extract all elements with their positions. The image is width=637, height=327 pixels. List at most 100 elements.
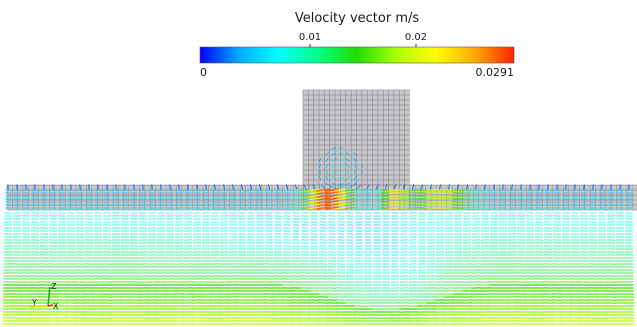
velocity-vector [448,184,450,190]
velocity-vector [196,184,198,190]
velocity-vector [353,152,357,156]
velocity-vector [308,197,320,201]
velocity-vector [335,206,347,210]
velocity-vector [320,184,326,190]
velocity-vector [354,163,356,169]
velocity-vector [332,169,336,175]
velocity-vector [345,192,355,194]
velocity-vector [312,184,316,190]
velocity-vector [316,188,330,192]
velocity-vector [331,147,337,149]
velocity-vector [326,169,328,175]
velocity-vector [430,184,432,190]
velocity-vector [335,203,347,207]
legend-title: Velocity vector m/s [295,11,420,26]
velocity-vector [325,163,329,169]
velocity-vector [324,152,330,156]
mesh-channel [7,185,637,210]
legend-tick-label-2: 0.02 [405,32,427,43]
velocity-vector [169,184,171,190]
mesh-geometry [6,89,637,211]
velocity-vector [316,200,330,204]
legend-min-label: 0 [200,66,207,79]
velocity-vector [318,157,322,163]
velocity-vector [250,184,252,190]
velocity-vector [439,184,441,190]
legend-max-label: 0.0291 [476,66,515,79]
velocity-vector [325,203,339,207]
velocity-vector [345,158,351,162]
velocity-vector [412,184,414,190]
velocity-vector [325,206,339,210]
velocity-vector [335,188,347,192]
velocity-vector [457,184,459,190]
velocity-vector [303,184,307,190]
axes-triad: Z Y X [29,282,59,311]
velocity-vector [345,201,355,203]
velocity-vector [325,157,329,163]
velocity-vector [325,191,339,195]
velocity-vector [259,184,261,190]
legend-tick-label-1: 0.01 [299,32,321,43]
velocity-vector [484,184,486,190]
velocity-vector [268,184,270,190]
velocity-vector [308,203,320,207]
velocity-vector [345,152,351,156]
velocity-vector [353,157,357,163]
velocity-vector [308,188,320,192]
velocity-vector [285,184,289,190]
velocity-vector [325,197,339,201]
legend-color-bar [199,46,515,64]
y-axis-arrow [29,305,49,308]
velocity-vector [345,198,355,200]
velocity-vector [214,184,216,190]
velocity-vector [345,182,351,186]
velocity-vector [347,169,349,175]
velocity-vector [308,206,320,210]
velocity-vector [354,169,356,175]
velocity-vector [475,184,477,190]
velocity-vector [331,182,337,186]
velocity-vector [393,184,397,190]
velocity-vector [332,163,336,169]
velocity-vector [335,191,347,195]
velocity-vector [502,184,504,190]
velocity-vector [331,176,337,180]
velocity-vector [335,194,347,198]
velocity-vector [308,194,320,198]
velocity-vector [347,185,353,189]
velocity-vector [402,184,406,190]
mesh-gridlines [6,89,637,211]
x-axis-label: X [53,302,59,311]
velocity-vector [375,184,379,190]
z-axis-label: Z [51,282,57,291]
velocity-vector [356,184,362,190]
velocity-vector [338,164,344,168]
y-axis-label: Y [31,298,37,307]
velocity-vector [353,182,357,186]
velocity-vector [346,163,350,169]
velocity-vector [241,184,243,190]
velocity-vector [331,158,337,162]
velocity-vector [178,184,180,190]
color-legend: Velocity vector m/s 0.01 0.02 0 0.0291 [199,11,515,79]
velocity-vector [421,184,423,190]
velocity-vector [345,195,355,197]
velocity-vector [353,175,357,181]
velocity-vector [493,184,495,190]
velocity-vector [345,204,355,206]
velocity-vector [466,184,468,190]
velocity-vector [205,184,207,190]
velocity-vector [338,170,344,174]
velocity-vector [325,188,339,192]
velocity-vector [308,200,320,204]
velocity-vectors [2,147,635,325]
velocity-vector [361,163,363,169]
velocity-vector [316,191,330,195]
velocity-vector [335,200,347,204]
velocity-vector [331,152,337,156]
velocity-vector [511,184,513,190]
velocity-vector [318,175,322,181]
velocity-vector [338,177,344,179]
